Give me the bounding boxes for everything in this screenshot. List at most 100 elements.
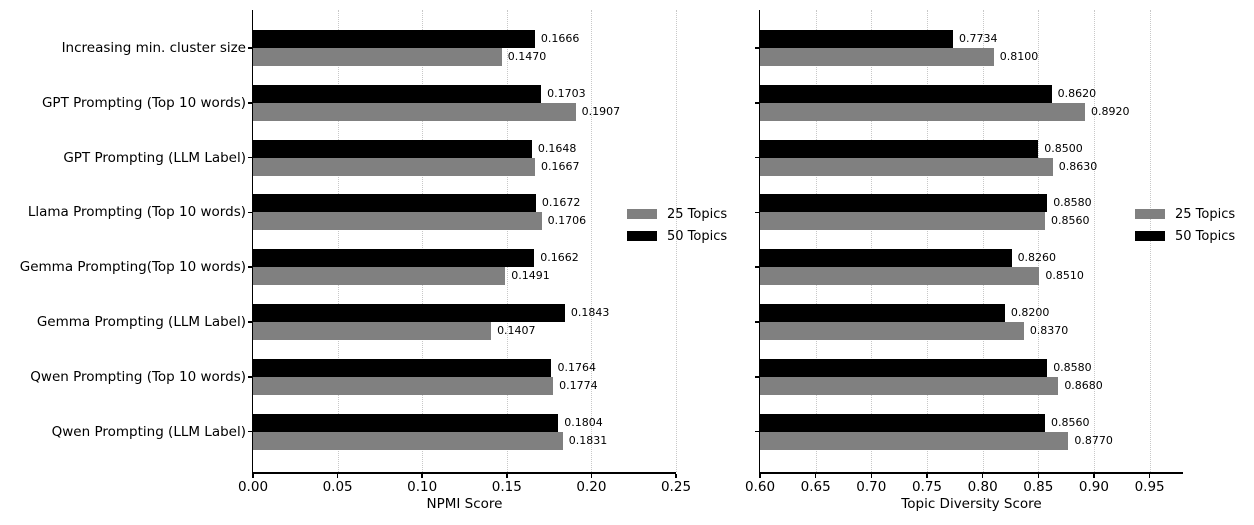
bar-50-topics — [760, 304, 1005, 322]
bar-value-label: 0.1470 — [507, 50, 547, 63]
bar-value-label: 0.8200 — [1010, 306, 1050, 319]
gridline — [982, 10, 984, 472]
bar-value-label: 0.8560 — [1050, 214, 1090, 228]
bar-value-label: 0.8920 — [1091, 104, 1130, 118]
bar-50-topics — [253, 413, 559, 432]
gridline — [1149, 10, 1151, 472]
bar-value-label: 0.1907 — [581, 104, 621, 118]
x-axis-tick-mark — [981, 473, 984, 478]
bar-value-label: 0.8500 — [1044, 141, 1083, 155]
bar-value-label: 0.1491 — [511, 269, 550, 283]
bar-50-topics — [253, 304, 565, 322]
bar-value-label: 0.1648 — [537, 141, 577, 155]
legend-label: 25 Topics — [1175, 206, 1236, 222]
y-axis-tick-mark — [247, 321, 252, 323]
bar-50-topics — [760, 194, 1048, 213]
x-axis-tick-mark — [759, 473, 761, 478]
bar-25-topics — [760, 48, 994, 66]
bar-50-topics — [253, 249, 535, 268]
x-axis-tick-mark — [1037, 473, 1040, 478]
bar-value-label: 0.8260 — [1017, 251, 1057, 265]
bar-50-topics — [760, 249, 1012, 268]
x-axis-tick-label: 0.90 — [1078, 479, 1109, 495]
bar-25-topics — [760, 102, 1086, 121]
legend-swatch — [1135, 231, 1165, 241]
x-axis-tick-mark — [421, 473, 423, 478]
y-axis-spine — [758, 10, 760, 474]
bar-value-label: 0.1667 — [541, 159, 580, 173]
x-axis-tick-mark — [814, 473, 817, 478]
legend-label: 25 Topics — [667, 206, 728, 222]
bar-25-topics — [253, 431, 563, 450]
category-label: Qwen Prompting (Top 10 words) — [30, 368, 246, 385]
bar-value-label: 0.1703 — [547, 86, 586, 100]
bar-50-topics — [760, 139, 1039, 158]
bar-value-label: 0.8680 — [1064, 378, 1103, 392]
bar-25-topics — [253, 267, 506, 286]
x-axis-tick-label: 0.95 — [1134, 479, 1165, 495]
bar-25-topics — [760, 267, 1040, 286]
x-axis-tick-mark — [336, 473, 339, 478]
category-label: Increasing min. cluster size — [61, 40, 246, 56]
legend-item: 50 Topics — [627, 225, 727, 247]
y-axis-tick-mark — [247, 156, 252, 159]
category-label: Gemma Prompting (LLM Label) — [36, 314, 246, 330]
gridline — [1038, 10, 1040, 472]
bar-value-label: 0.1831 — [568, 433, 608, 447]
x-axis-spine — [251, 472, 676, 474]
x-axis-tick-label: 0.75 — [911, 479, 942, 495]
x-axis-tick-mark — [675, 473, 677, 478]
y-axis-tick-mark — [754, 156, 759, 159]
bar-value-label: 0.8620 — [1057, 86, 1097, 100]
x-axis-spine — [758, 472, 1183, 474]
gridline — [676, 10, 677, 472]
category-label: GPT Prompting (LLM Label) — [63, 149, 246, 166]
legend-label: 50 Topics — [1175, 228, 1236, 244]
bar-value-label: 0.8580 — [1053, 360, 1092, 374]
x-axis-title: Topic Diversity Score — [901, 496, 1042, 512]
bar-50-topics — [760, 84, 1052, 103]
y-axis-tick-mark — [754, 211, 759, 214]
category-label: GPT Prompting (Top 10 words) — [41, 94, 246, 111]
x-axis-tick-mark — [590, 473, 593, 478]
x-axis-tick-label: 0.15 — [491, 479, 522, 495]
legend-swatch — [627, 209, 657, 219]
x-axis-tick-label: 0.20 — [576, 479, 607, 495]
category-label: Gemma Prompting(Top 10 words) — [19, 259, 246, 276]
bar-50-topics — [760, 30, 954, 48]
x-axis-tick-label: 0.05 — [322, 479, 353, 495]
gridline — [506, 10, 508, 472]
x-axis-tick-label: 0.80 — [967, 479, 998, 495]
bar-value-label: 0.1666 — [540, 32, 580, 45]
bar-value-label: 0.8580 — [1053, 196, 1092, 210]
x-axis-tick-mark — [1093, 473, 1095, 478]
bar-value-label: 0.8510 — [1045, 269, 1084, 283]
gridline — [871, 10, 873, 472]
bar-50-topics — [253, 139, 532, 158]
bar-value-label: 0.8630 — [1058, 159, 1098, 173]
x-axis-tick-label: 0.70 — [856, 479, 887, 495]
gridline — [337, 10, 339, 472]
bar-value-label: 0.1804 — [564, 415, 603, 429]
x-axis-tick-label: 0.10 — [407, 479, 438, 495]
bar-value-label: 0.1672 — [541, 196, 581, 210]
legend-item: 25 Topics — [1135, 203, 1235, 225]
y-axis-tick-mark — [247, 376, 252, 378]
x-axis-title: NPMI Score — [426, 496, 503, 512]
legend: 25 Topics 50 Topics — [627, 203, 727, 247]
bar-value-label: 0.1764 — [557, 360, 596, 374]
bar-25-topics — [760, 322, 1024, 340]
y-axis-tick-mark — [247, 102, 252, 104]
bar-value-label: 0.8370 — [1029, 324, 1069, 337]
bar-value-label: 0.8770 — [1074, 433, 1113, 447]
x-axis-tick-mark — [506, 473, 508, 478]
bar-25-topics — [760, 376, 1059, 395]
bar-25-topics — [253, 212, 542, 231]
bar-50-topics — [253, 194, 536, 213]
legend-label: 50 Topics — [667, 228, 728, 244]
legend-item: 50 Topics — [1135, 225, 1235, 247]
x-axis-tick-label: 0.60 — [744, 479, 776, 495]
